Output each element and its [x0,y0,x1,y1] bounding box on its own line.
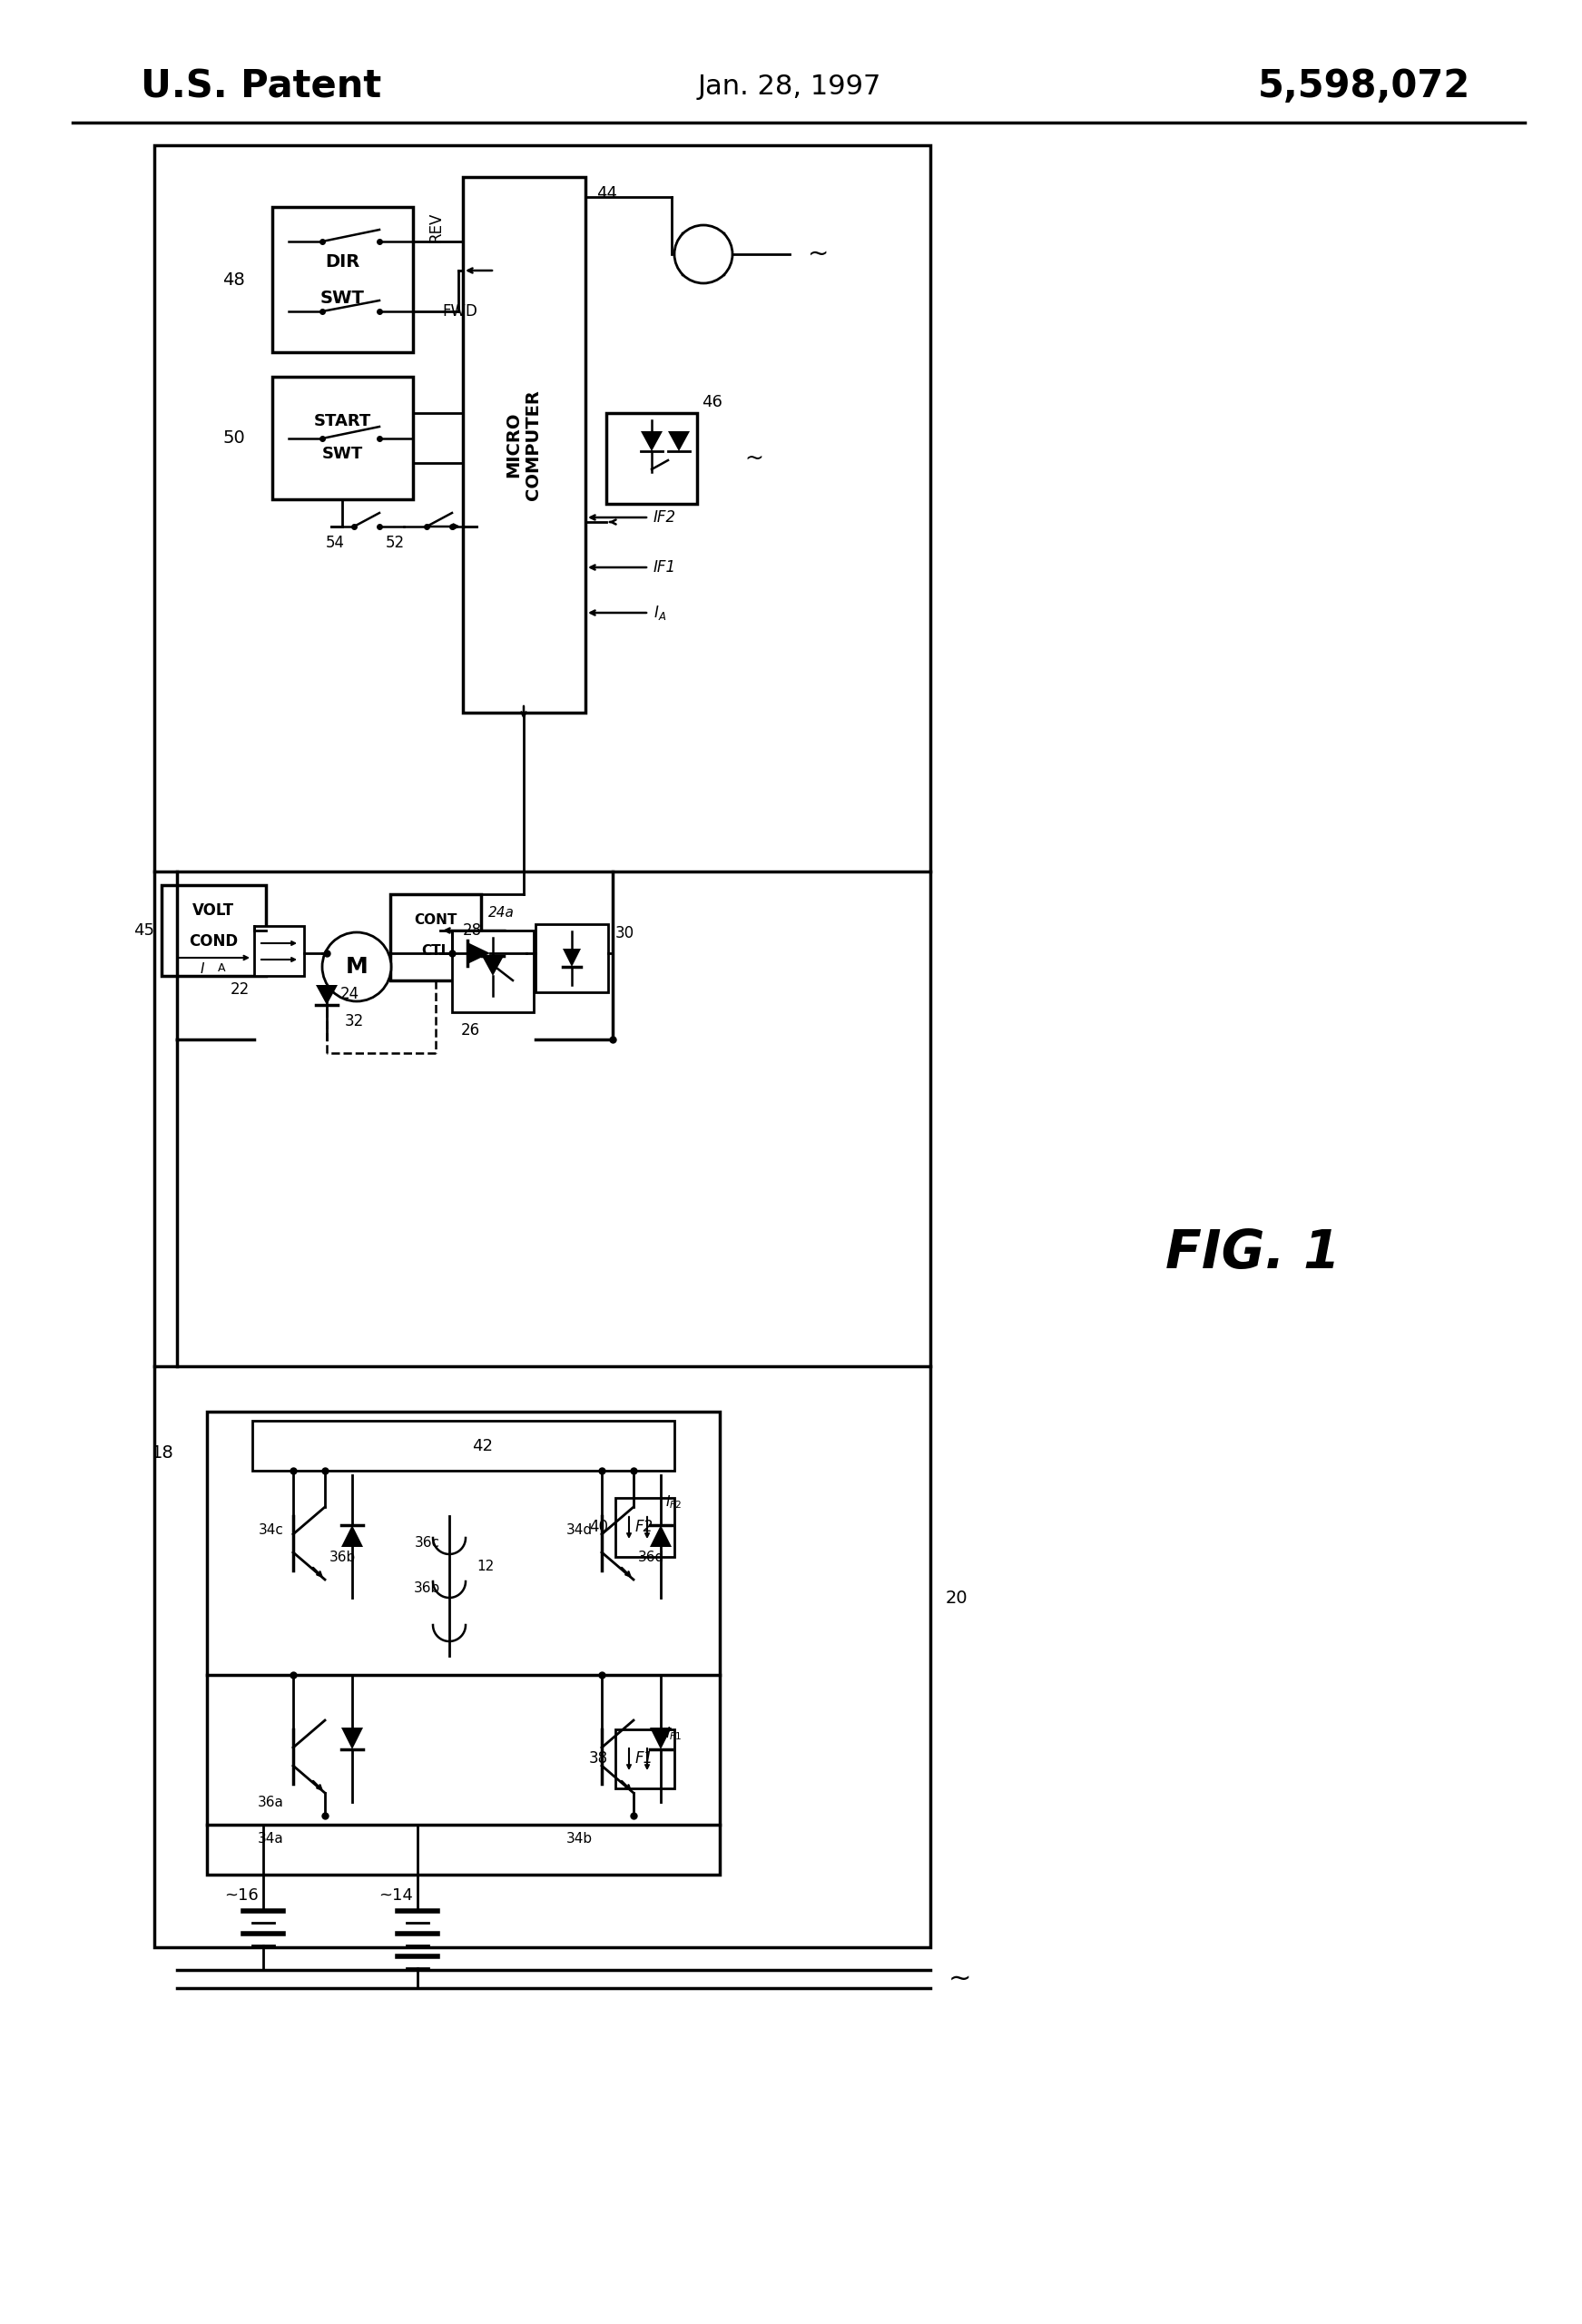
Text: 22: 22 [231,981,250,997]
Text: 44: 44 [596,186,617,202]
Polygon shape [342,1525,362,1548]
Text: 34d: 34d [566,1522,593,1536]
Text: ~: ~ [949,1966,971,1992]
Bar [255,925,304,976]
Text: I$_{F1}$: I$_{F1}$ [666,1724,682,1743]
Text: FWD: FWD [441,302,478,318]
Text: CTL: CTL [421,944,449,957]
Text: 48: 48 [223,272,245,288]
Bar [155,1367,930,1948]
Text: 40: 40 [589,1520,607,1536]
Text: ~: ~ [808,242,829,267]
Text: ~16: ~16 [225,1887,259,1903]
Polygon shape [641,432,663,451]
Text: 5,598,072: 5,598,072 [1258,67,1470,105]
Bar [535,925,607,992]
Bar [391,895,481,981]
Text: 52: 52 [386,535,405,551]
Text: 45: 45 [133,923,155,939]
Bar [272,376,413,500]
Polygon shape [650,1727,672,1750]
Text: FIG. 1: FIG. 1 [1164,1227,1340,1278]
Polygon shape [342,1727,362,1750]
Text: U.S. Patent: U.S. Patent [141,67,381,105]
Text: ~: ~ [744,449,763,469]
Text: 28: 28 [462,923,481,939]
Bar [615,1729,674,1789]
Text: IF1: IF1 [653,560,676,576]
Text: 24a: 24a [489,906,514,920]
Text: 24: 24 [340,985,359,1002]
Text: REV: REV [427,211,445,242]
Polygon shape [563,948,581,967]
Polygon shape [650,1525,672,1548]
Text: 36d: 36d [638,1550,664,1564]
Text: 34a: 34a [258,1831,285,1845]
Text: A: A [218,962,226,974]
Bar [464,177,585,713]
Text: F1: F1 [636,1750,653,1766]
Text: 32: 32 [345,1013,364,1030]
Text: Jan. 28, 1997: Jan. 28, 1997 [698,72,881,100]
Text: 54: 54 [326,535,345,551]
Text: F2: F2 [636,1520,653,1536]
Text: DIR: DIR [324,253,359,270]
Text: SWT: SWT [321,446,362,462]
Circle shape [323,932,391,1002]
Text: 46: 46 [701,395,723,411]
Text: SWT: SWT [320,288,364,307]
Text: 12: 12 [476,1559,494,1573]
Text: 36c: 36c [414,1536,440,1550]
Bar [452,930,533,1013]
Text: 34b: 34b [566,1831,593,1845]
Polygon shape [483,955,503,976]
Circle shape [674,225,732,284]
Text: 36b: 36b [413,1583,440,1597]
Bar [207,1411,720,1875]
Text: 36a: 36a [258,1794,285,1808]
Polygon shape [316,985,337,1004]
Text: 38: 38 [589,1750,607,1766]
Bar [615,1499,674,1557]
Bar [606,414,698,504]
Text: IF2: IF2 [653,509,676,525]
Bar [252,1420,674,1471]
Text: 36b: 36b [329,1550,356,1564]
Text: I: I [201,962,204,976]
Text: COND: COND [188,934,237,951]
Text: I$_{F2}$: I$_{F2}$ [666,1494,682,1511]
Text: ~14: ~14 [378,1887,413,1903]
Text: 42: 42 [471,1439,494,1455]
Polygon shape [668,432,690,451]
Text: 50: 50 [223,430,245,446]
Text: 26: 26 [460,1023,481,1039]
Text: I$_A$: I$_A$ [653,604,666,623]
Text: MICRO
COMPUTER: MICRO COMPUTER [505,390,543,500]
Text: M: M [345,955,369,978]
Text: CONT: CONT [414,913,457,927]
Text: 20: 20 [946,1590,968,1606]
Polygon shape [467,941,490,964]
Bar [272,207,413,353]
Bar [155,144,930,872]
Text: 34c: 34c [259,1522,285,1536]
Text: 30: 30 [615,925,634,941]
Text: 18: 18 [152,1443,174,1462]
Bar [161,885,266,976]
Text: START: START [313,414,370,430]
Text: VOLT: VOLT [193,902,234,918]
